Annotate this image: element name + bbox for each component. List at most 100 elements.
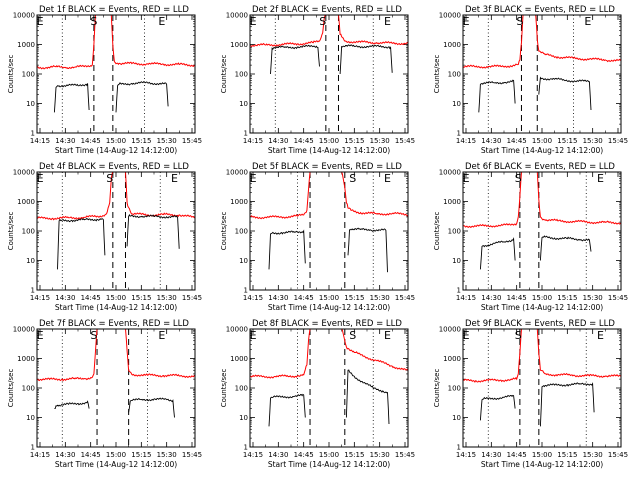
y-tick-label: 10000 bbox=[226, 326, 248, 334]
y-tick-label: 10 bbox=[239, 414, 248, 422]
event-marker-label: E bbox=[597, 329, 604, 342]
chart-title: Det 4f BLACK = Events, RED = LLD bbox=[39, 162, 189, 172]
x-tick-label: 15:30 bbox=[583, 137, 603, 145]
event-marker-label: E bbox=[384, 15, 391, 28]
x-tick-label: 15:30 bbox=[157, 451, 177, 459]
series-group bbox=[250, 329, 408, 427]
event-marker-label: S bbox=[106, 172, 113, 185]
series-line-black bbox=[539, 235, 592, 261]
x-tick-label: 15:30 bbox=[157, 294, 177, 302]
x-tick-label: 15:00 bbox=[532, 451, 552, 459]
y-tick-label: 10 bbox=[452, 100, 461, 108]
x-tick-label: 14:15 bbox=[30, 451, 50, 459]
event-marker-label: S bbox=[349, 172, 356, 185]
plot-frame bbox=[36, 171, 196, 291]
x-tick-label: 14:15 bbox=[30, 294, 50, 302]
series-group bbox=[37, 329, 195, 418]
plot-frame bbox=[462, 328, 622, 448]
plot-frame bbox=[36, 14, 196, 134]
x-tick-label: 15:45 bbox=[182, 451, 202, 459]
x-tick-label: 15:45 bbox=[182, 137, 202, 145]
x-tick-label: 14:30 bbox=[481, 294, 501, 302]
x-tick-label: 14:45 bbox=[507, 137, 527, 145]
series-group bbox=[463, 15, 621, 113]
x-tick-label: 14:30 bbox=[268, 137, 288, 145]
chart-title: Det 9f BLACK = Events, RED = LLD bbox=[465, 319, 615, 329]
x-tick-label: 15:30 bbox=[370, 451, 390, 459]
series-line-black bbox=[538, 76, 592, 111]
y-tick-label: 1 bbox=[31, 444, 35, 452]
x-tick-label: 15:00 bbox=[319, 137, 339, 145]
y-tick-label: 10000 bbox=[439, 12, 461, 20]
event-marker-label: E bbox=[250, 172, 257, 185]
y-tick-label: 100 bbox=[22, 71, 35, 79]
series-line-black bbox=[539, 382, 595, 427]
x-tick-label: 14:30 bbox=[481, 451, 501, 459]
series-line-black bbox=[126, 214, 180, 249]
chart-title: Det 1f BLACK = Events, RED = LLD bbox=[39, 5, 189, 15]
y-tick-label: 1 bbox=[31, 130, 35, 138]
series-line-black bbox=[347, 227, 388, 273]
series-group bbox=[463, 329, 621, 427]
chart-title: Det 3f BLACK = Events, RED = LLD bbox=[465, 5, 615, 15]
series-group bbox=[250, 15, 408, 75]
y-tick-label: 10 bbox=[239, 100, 248, 108]
y-tick-label: 10000 bbox=[439, 326, 461, 334]
x-tick-label: 15:00 bbox=[319, 451, 339, 459]
y-tick-label: 100 bbox=[235, 71, 248, 79]
y-tick-label: 1 bbox=[457, 130, 461, 138]
series-line-black bbox=[115, 81, 169, 113]
series-line-black bbox=[128, 397, 175, 418]
y-axis-label: Counts/sec bbox=[220, 369, 228, 408]
y-tick-label: 1000 bbox=[230, 355, 248, 363]
series-line-black bbox=[57, 217, 106, 270]
x-tick-label: 14:45 bbox=[294, 294, 314, 302]
x-tick-label: 14:30 bbox=[481, 137, 501, 145]
event-marker-label: E bbox=[37, 15, 44, 28]
y-tick-label: 100 bbox=[235, 385, 248, 393]
y-tick-label: 1 bbox=[31, 287, 35, 295]
event-marker-label: S bbox=[515, 329, 522, 342]
x-tick-label: 15:15 bbox=[557, 294, 577, 302]
series-group bbox=[37, 172, 195, 270]
chart-title: Det 5f BLACK = Events, RED = LLD bbox=[252, 162, 402, 172]
event-marker-label: E bbox=[37, 329, 44, 342]
series-line-red bbox=[37, 15, 195, 70]
y-axis-label: Counts/sec bbox=[7, 55, 15, 94]
x-tick-label: 15:45 bbox=[608, 451, 628, 459]
plot-frame bbox=[36, 328, 196, 448]
y-tick-label: 1 bbox=[457, 444, 461, 452]
y-tick-label: 1000 bbox=[17, 41, 35, 49]
x-tick-label: 15:30 bbox=[370, 137, 390, 145]
x-tick-label: 14:45 bbox=[294, 451, 314, 459]
series-line-black bbox=[268, 229, 306, 270]
x-tick-label: 14:45 bbox=[81, 137, 101, 145]
y-tick-label: 10000 bbox=[13, 326, 35, 334]
x-tick-label: 14:15 bbox=[243, 137, 263, 145]
chart-title: Det 6f BLACK = Events, RED = LLD bbox=[465, 162, 615, 172]
x-tick-label: 14:15 bbox=[456, 137, 476, 145]
event-marker-label: S bbox=[515, 172, 522, 185]
x-tick-label: 14:30 bbox=[55, 451, 75, 459]
series-line-black bbox=[479, 394, 516, 421]
y-axis-label: Counts/sec bbox=[7, 212, 15, 251]
y-tick-label: 100 bbox=[448, 385, 461, 393]
plot-frame bbox=[462, 171, 622, 291]
series-line-red bbox=[37, 329, 195, 382]
y-tick-label: 1000 bbox=[443, 198, 461, 206]
x-tick-label: 15:30 bbox=[583, 451, 603, 459]
series-line-black bbox=[270, 44, 320, 75]
chart-panel-2: Det 2f BLACK = Events, RED = LLD Counts/s… bbox=[220, 5, 415, 155]
chart-title: Det 8f BLACK = Events, RED = LLD bbox=[252, 319, 402, 329]
event-marker-label: E bbox=[584, 15, 591, 28]
x-tick-label: 14:15 bbox=[456, 294, 476, 302]
y-tick-label: 1000 bbox=[443, 355, 461, 363]
event-marker-label: E bbox=[463, 172, 470, 185]
event-marker-label: E bbox=[158, 15, 165, 28]
y-tick-label: 100 bbox=[448, 228, 461, 236]
plot-frame bbox=[249, 171, 409, 291]
x-tick-label: 15:45 bbox=[608, 137, 628, 145]
series-line-red bbox=[37, 172, 195, 221]
x-tick-label: 14:30 bbox=[55, 294, 75, 302]
series-line-black bbox=[54, 400, 90, 410]
